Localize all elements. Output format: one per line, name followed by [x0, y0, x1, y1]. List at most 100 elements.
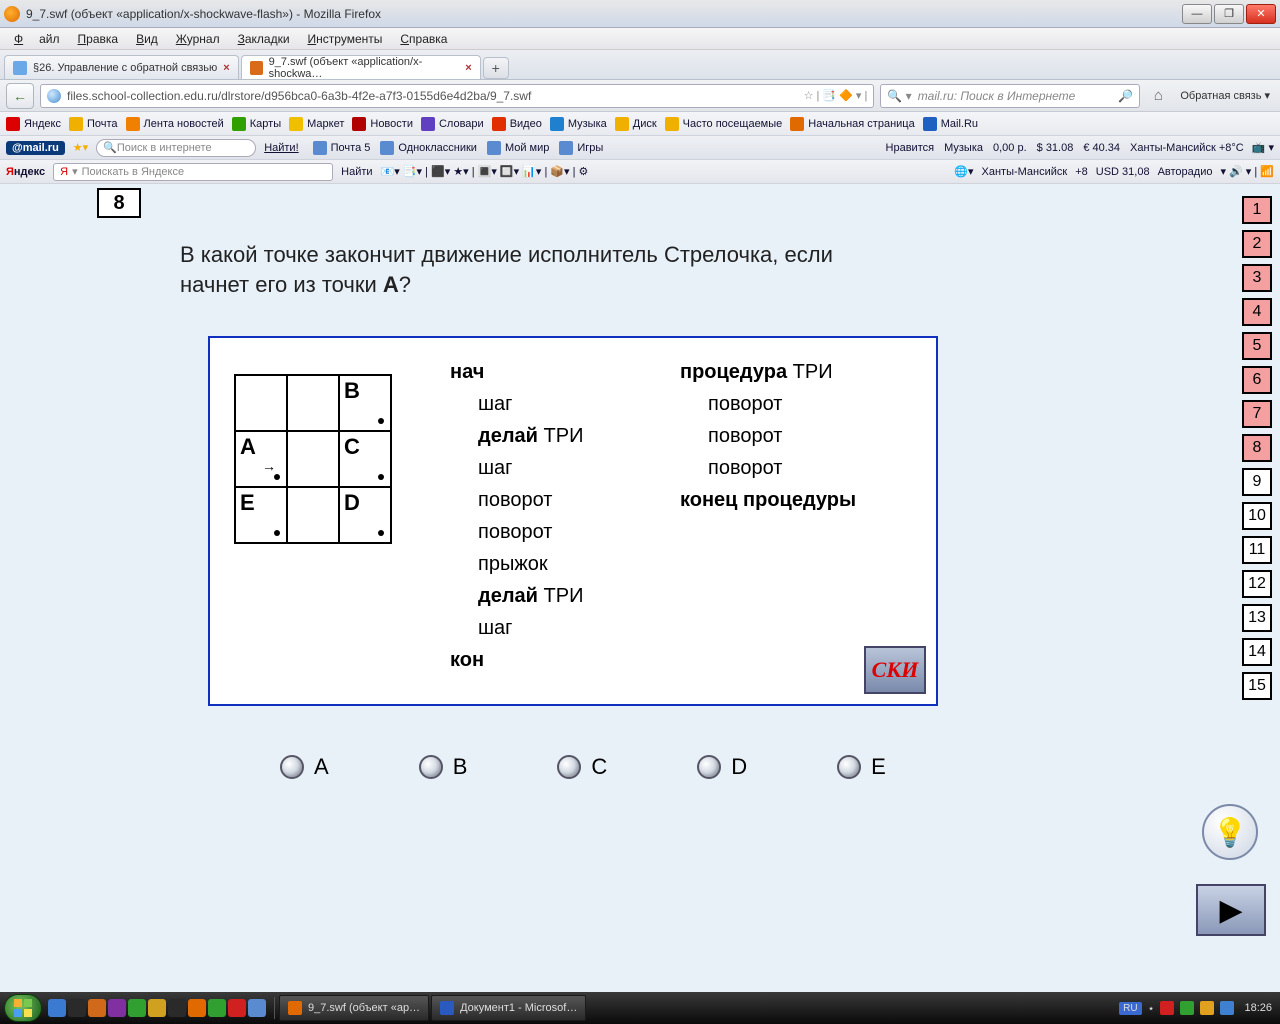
quicklaunch-icon[interactable] [248, 999, 266, 1017]
browser-tab[interactable]: 9_7.swf (объект «application/x-shockwa… × [241, 55, 481, 79]
nav-question-15[interactable]: 15 [1242, 672, 1272, 700]
back-button[interactable]: ← [6, 83, 34, 109]
mailru-find-button[interactable]: Найти! [264, 142, 298, 154]
bookmark-item[interactable]: Яндекс [6, 117, 61, 131]
mailru-link[interactable]: Игры [559, 141, 603, 155]
feedback-link[interactable]: Обратная связь ▾ [1176, 89, 1274, 102]
menu-bookmarks[interactable]: Закладки [230, 30, 298, 48]
bookmark-item[interactable]: Почта [69, 117, 118, 131]
menu-tools[interactable]: Инструменты [300, 30, 391, 48]
answer-option[interactable]: B [419, 754, 468, 780]
tab-close-icon[interactable]: × [465, 62, 471, 74]
windows-taskbar: 9_7.swf (объект «ap…Документ1 - Microsof… [0, 992, 1280, 1024]
menu-edit[interactable]: Правка [70, 30, 127, 48]
radio-icon [557, 755, 581, 779]
tray-icon[interactable] [1160, 1001, 1174, 1015]
yandex-search[interactable]: Я▾ Поискать в Яндексе [53, 163, 333, 181]
bookmark-item[interactable]: Видео [492, 117, 542, 131]
nav-question-3[interactable]: 3 [1242, 264, 1272, 292]
menu-file[interactable]: Файл [6, 30, 68, 48]
quicklaunch-icon[interactable] [68, 999, 86, 1017]
bookmark-icon [665, 117, 679, 131]
nav-question-11[interactable]: 11 [1242, 536, 1272, 564]
answer-option[interactable]: A [280, 754, 329, 780]
menu-view[interactable]: Вид [128, 30, 166, 48]
nav-question-4[interactable]: 4 [1242, 298, 1272, 326]
nav-question-7[interactable]: 7 [1242, 400, 1272, 428]
mailru-link[interactable]: Почта 5 [313, 141, 371, 155]
quicklaunch-icon[interactable] [168, 999, 186, 1017]
mailru-link[interactable]: Мой мир [487, 141, 549, 155]
window-title: 9_7.swf (объект «application/x-shockwave… [26, 7, 1182, 21]
nav-question-2[interactable]: 2 [1242, 230, 1272, 258]
tab-label: 9_7.swf (объект «application/x-shockwa… [269, 56, 460, 80]
quicklaunch-icon[interactable] [48, 999, 66, 1017]
tab-close-icon[interactable]: × [223, 62, 229, 74]
nav-question-12[interactable]: 12 [1242, 570, 1272, 598]
browser-tab[interactable]: §26. Управление с обратной связью× [4, 55, 239, 79]
nav-question-13[interactable]: 13 [1242, 604, 1272, 632]
bookmark-item[interactable]: Словари [421, 117, 484, 131]
nav-question-10[interactable]: 10 [1242, 502, 1272, 530]
quicklaunch-icon[interactable] [188, 999, 206, 1017]
bookmark-item[interactable]: Часто посещаемые [665, 117, 783, 131]
bookmark-item[interactable]: Музыка [550, 117, 607, 131]
tray-icon[interactable] [1200, 1001, 1214, 1015]
quicklaunch-icon[interactable] [88, 999, 106, 1017]
bookmark-item[interactable]: Лента новостей [126, 117, 224, 131]
nav-question-8[interactable]: 8 [1242, 434, 1272, 462]
minimize-button[interactable]: — [1182, 4, 1212, 24]
home-button[interactable]: ⌂ [1146, 84, 1170, 108]
mailru-link[interactable]: Одноклассники [380, 141, 477, 155]
url-text: files.school-collection.edu.ru/dlrstore/… [67, 89, 798, 103]
mailru-badge[interactable]: @mail.ru [6, 141, 65, 155]
quicklaunch-icon[interactable] [108, 999, 126, 1017]
tray-chevron-icon[interactable]: ⋆ [1148, 1002, 1155, 1015]
taskbar-window[interactable]: 9_7.swf (объект «ap… [279, 995, 429, 1021]
maximize-button[interactable]: ❐ [1214, 4, 1244, 24]
nav-question-9[interactable]: 9 [1242, 468, 1272, 496]
answer-option[interactable]: D [697, 754, 747, 780]
search-placeholder: mail.ru: Поиск в Интернете [918, 89, 1076, 103]
close-button[interactable]: ✕ [1246, 4, 1276, 24]
quicklaunch-icon[interactable] [148, 999, 166, 1017]
search-field[interactable]: 🔍 ▾ mail.ru: Поиск в Интернете 🔎 [880, 84, 1140, 108]
bookmark-item[interactable]: Карты [232, 117, 281, 131]
quicklaunch-icon[interactable] [128, 999, 146, 1017]
yandex-info: Авторадио [1158, 166, 1213, 178]
search-go-icon[interactable]: 🔎 [1118, 89, 1133, 103]
bookmark-item[interactable]: Mail.Ru [923, 117, 978, 131]
bookmark-item[interactable]: Новости [352, 117, 413, 131]
tray-icon[interactable] [1220, 1001, 1234, 1015]
tray-icon[interactable] [1180, 1001, 1194, 1015]
menu-history[interactable]: Журнал [168, 30, 228, 48]
menu-help[interactable]: Справка [392, 30, 455, 48]
bookmark-item[interactable]: Начальная страница [790, 117, 914, 131]
quicklaunch-icon[interactable] [208, 999, 226, 1017]
bookmark-item[interactable]: Маркет [289, 117, 344, 131]
quicklaunch-icon[interactable] [228, 999, 246, 1017]
ski-button[interactable]: СКИ [864, 646, 926, 694]
nav-question-5[interactable]: 5 [1242, 332, 1272, 360]
cell-b: B [339, 375, 391, 431]
mailru-search[interactable]: 🔍 Поиск в интернете [96, 139, 256, 157]
nav-question-14[interactable]: 14 [1242, 638, 1272, 666]
nav-question-6[interactable]: 6 [1242, 366, 1272, 394]
answer-option[interactable]: C [557, 754, 607, 780]
yandex-logo[interactable]: Яндекс [6, 166, 45, 178]
nav-question-1[interactable]: 1 [1242, 196, 1272, 224]
answer-label: B [453, 754, 468, 780]
new-tab-button[interactable]: + [483, 57, 509, 79]
taskbar-window[interactable]: Документ1 - Microsof… [431, 995, 586, 1021]
clock[interactable]: 18:26 [1240, 1002, 1276, 1014]
bookmark-icon [6, 117, 20, 131]
code-line: нач [450, 356, 583, 388]
yandex-find-button[interactable]: Найти [341, 166, 372, 178]
language-indicator[interactable]: RU [1119, 1002, 1141, 1015]
answer-option[interactable]: E [837, 754, 886, 780]
bookmark-item[interactable]: Диск [615, 117, 657, 131]
hint-button[interactable]: 💡 [1202, 804, 1258, 860]
next-button[interactable]: ▶ [1196, 884, 1266, 936]
url-field[interactable]: files.school-collection.edu.ru/dlrstore/… [40, 84, 874, 108]
start-button[interactable] [4, 994, 42, 1022]
